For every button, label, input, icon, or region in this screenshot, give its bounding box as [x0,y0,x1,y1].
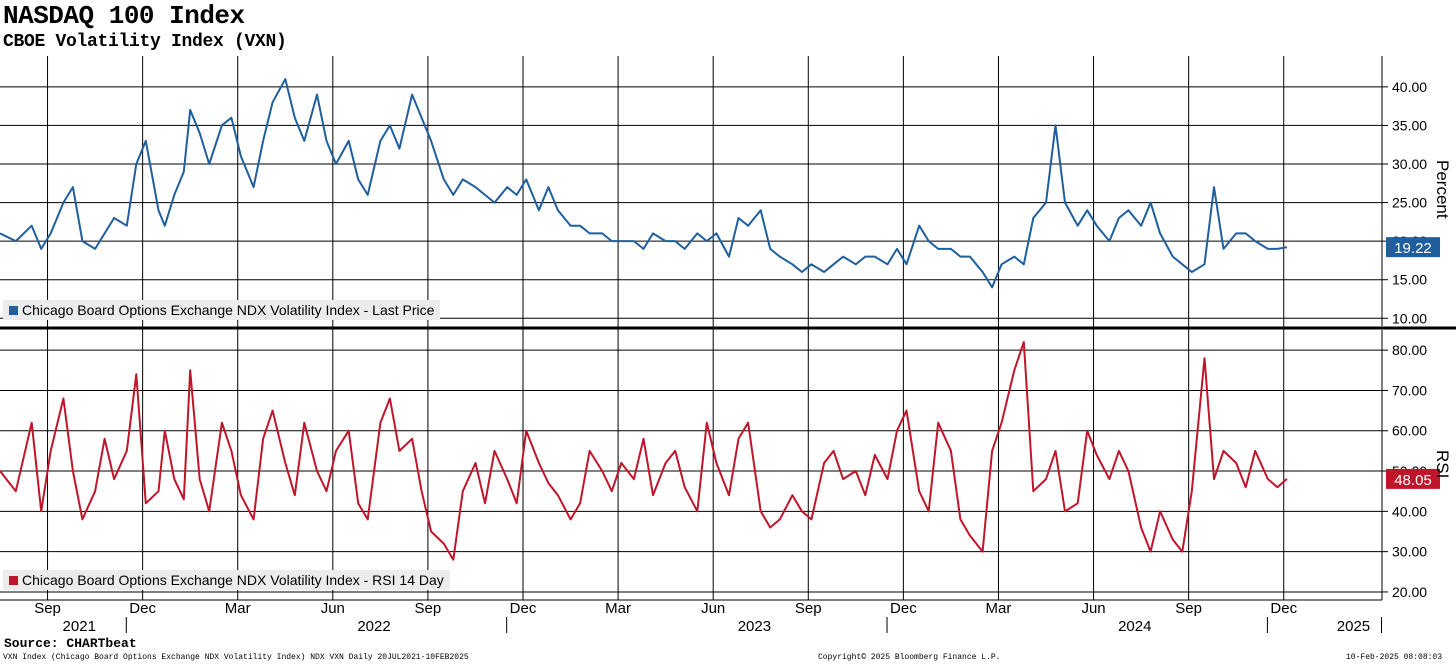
x-month-label: Sep [795,600,822,617]
vxn-last-value-badge [1386,237,1440,258]
x-month-label: Mar [225,600,251,617]
x-month-label: Mar [605,600,631,617]
legend-rsi: Chicago Board Options Exchange NDX Volat… [3,570,450,590]
x-month-label: Jun [1081,600,1105,617]
x-month-label: Dec [129,600,156,617]
x-year-label: 2024 [1118,618,1151,635]
x-month-label: Mar [986,600,1012,617]
legend-vxn: Chicago Board Options Exchange NDX Volat… [3,300,441,320]
rsi-y-tick-label: 70.00 [1392,382,1427,398]
rsi-last-value-label: 48.05 [1394,472,1432,489]
rsi-last-value-badge [1386,468,1440,489]
legend-swatch-vxn [9,306,18,315]
timestamp: 10-Feb-2025 08:08:03 [1346,653,1443,662]
vxn-y-tick-label: 15.00 [1392,272,1427,288]
vxn-y-tick-label: 25.00 [1392,195,1427,211]
x-month-label: Sep [34,600,61,617]
vxn-series-line [0,78,1288,289]
x-year-label: 2021 [63,618,96,635]
legend-label-vxn: Chicago Board Options Exchange NDX Volat… [22,302,435,318]
x-year-label: 2023 [738,618,771,635]
source-note: Source: CHARTbeat [4,636,137,651]
rsi-y-tick-label: 60.00 [1392,423,1427,439]
legend-swatch-rsi [9,576,18,585]
x-year-label: 2025 [1337,618,1370,635]
y-axis-label-percent: Percent [1433,160,1452,219]
rsi-y-tick-label: 20.00 [1392,584,1427,600]
x-month-label: Sep [1175,600,1202,617]
vxn-y-tick-label: 10.00 [1392,310,1427,326]
x-month-label: Jun [701,600,725,617]
x-month-label: Sep [415,600,442,617]
chart-title: NASDAQ 100 Index [3,1,245,31]
rsi-y-tick-label: 30.00 [1392,544,1427,560]
copyright-note: Copyright© 2025 Bloomberg Finance L.P. [818,653,1001,662]
x-month-label: Dec [890,600,917,617]
vxn-last-value-label: 19.22 [1394,240,1432,257]
x-month-label: Dec [510,600,537,617]
x-month-label: Dec [1270,600,1297,617]
rsi-y-tick-label: 40.00 [1392,503,1427,519]
legend-label-rsi: Chicago Board Options Exchange NDX Volat… [22,572,444,588]
rsi-series-line [0,341,1288,561]
chart-subtitle: CBOE Volatility Index (VXN) [3,32,287,52]
rsi-y-tick-label: 80.00 [1392,342,1427,358]
vxn-y-tick-label: 40.00 [1392,79,1427,95]
vxn-y-tick-label: 30.00 [1392,156,1427,172]
vxn-y-tick-label: 35.00 [1392,117,1427,133]
ticker-info: VXN Index (Chicago Board Options Exchang… [3,653,469,662]
y-axis-label-rsi: RSI [1433,450,1452,479]
x-month-label: Jun [321,600,345,617]
x-year-label: 2022 [357,618,390,635]
